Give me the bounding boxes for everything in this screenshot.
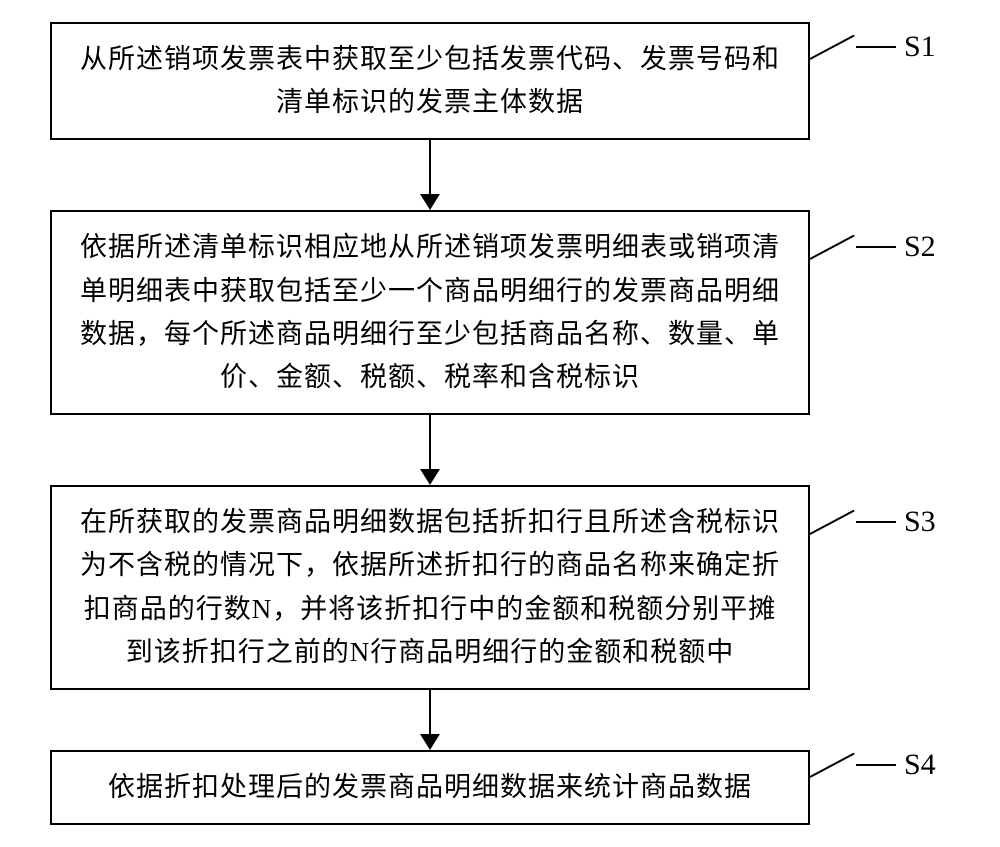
- step-text-s2: 依据所述清单标识相应地从所述销项发票明细表或销项清单明细表中获取包括至少一个商品…: [76, 226, 784, 399]
- step-label-s4: S4: [904, 748, 936, 782]
- arrow-shaft: [429, 690, 431, 734]
- leader-diagonal: [810, 753, 855, 778]
- step-row-s4: 依据折扣处理后的发票商品明细数据来统计商品数据 S4: [50, 750, 950, 825]
- step-label-s3: S3: [904, 505, 936, 539]
- arrow-head-icon: [420, 734, 440, 750]
- step-label-s2: S2: [904, 230, 936, 264]
- leader-flat: [856, 246, 896, 248]
- leader-flat: [856, 764, 896, 766]
- step-row-s3: 在所获取的发票商品明细数据包括折扣行且所述含税标识为不含税的情况下，依据所述折扣…: [50, 485, 950, 690]
- step-text-s1: 从所述销项发票表中获取至少包括发票代码、发票号码和清单标识的发票主体数据: [76, 38, 784, 124]
- leader-line-s1: [810, 58, 896, 60]
- leader-line-s4: [810, 776, 896, 778]
- leader-diagonal: [810, 234, 855, 259]
- leader-diagonal: [810, 35, 855, 60]
- step-text-s3: 在所获取的发票商品明细数据包括折扣行且所述含税标识为不含税的情况下，依据所述折扣…: [76, 501, 784, 674]
- arrow-head-icon: [420, 194, 440, 210]
- arrow-s3-to-next: [50, 690, 810, 750]
- flowchart-container: 从所述销项发票表中获取至少包括发票代码、发票号码和清单标识的发票主体数据 S1 依据…: [50, 22, 950, 825]
- step-box-s1: 从所述销项发票表中获取至少包括发票代码、发票号码和清单标识的发票主体数据: [50, 22, 810, 140]
- step-text-s4: 依据折扣处理后的发票商品明细数据来统计商品数据: [108, 766, 752, 809]
- arrow-shaft: [429, 140, 431, 194]
- arrow-s1-to-next: [50, 140, 810, 210]
- step-row-s1: 从所述销项发票表中获取至少包括发票代码、发票号码和清单标识的发票主体数据 S1: [50, 22, 950, 140]
- leader-diagonal: [810, 509, 855, 534]
- step-label-s1: S1: [904, 30, 936, 64]
- arrow-s2-to-next: [50, 415, 810, 485]
- step-box-s4: 依据折扣处理后的发票商品明细数据来统计商品数据: [50, 750, 810, 825]
- step-box-s3: 在所获取的发票商品明细数据包括折扣行且所述含税标识为不含税的情况下，依据所述折扣…: [50, 485, 810, 690]
- leader-line-s2: [810, 258, 896, 260]
- arrow-shaft: [429, 415, 431, 469]
- leader-line-s3: [810, 533, 896, 535]
- step-row-s2: 依据所述清单标识相应地从所述销项发票明细表或销项清单明细表中获取包括至少一个商品…: [50, 210, 950, 415]
- leader-flat: [856, 521, 896, 523]
- step-box-s2: 依据所述清单标识相应地从所述销项发票明细表或销项清单明细表中获取包括至少一个商品…: [50, 210, 810, 415]
- arrow-head-icon: [420, 469, 440, 485]
- leader-flat: [856, 46, 896, 48]
